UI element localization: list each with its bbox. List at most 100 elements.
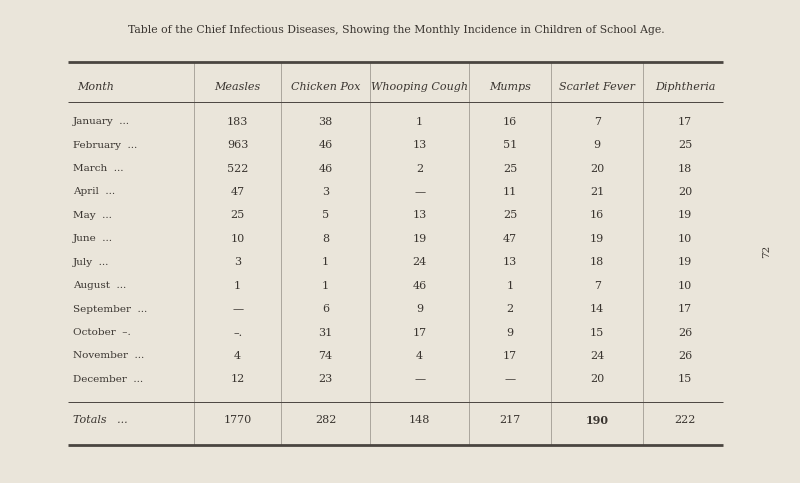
Text: 4: 4 (416, 351, 423, 361)
Text: 183: 183 (227, 117, 248, 127)
Text: 16: 16 (503, 117, 517, 127)
Text: 25: 25 (678, 140, 692, 150)
Text: 31: 31 (318, 327, 333, 338)
Text: 46: 46 (318, 140, 333, 150)
Text: 10: 10 (230, 234, 245, 244)
Text: 17: 17 (413, 327, 426, 338)
Text: 2: 2 (506, 304, 514, 314)
Text: 46: 46 (318, 164, 333, 173)
Text: 3: 3 (322, 187, 329, 197)
Text: 1: 1 (322, 281, 329, 291)
Text: Whooping Cough: Whooping Cough (371, 82, 468, 92)
Text: —: — (414, 187, 425, 197)
Text: Table of the Chief Infectious Diseases, Showing the Monthly Incidence in Childre: Table of the Chief Infectious Diseases, … (128, 25, 664, 35)
Text: 6: 6 (322, 304, 329, 314)
Text: 24: 24 (590, 351, 604, 361)
Text: 1770: 1770 (223, 415, 252, 425)
Text: 16: 16 (590, 211, 604, 220)
Text: 20: 20 (590, 164, 604, 173)
Text: 148: 148 (409, 415, 430, 425)
Text: 23: 23 (318, 374, 333, 384)
Text: 217: 217 (499, 415, 521, 425)
Text: 190: 190 (586, 415, 609, 426)
Text: 5: 5 (322, 211, 329, 220)
Text: 1: 1 (234, 281, 241, 291)
Text: 38: 38 (318, 117, 333, 127)
Text: 15: 15 (590, 327, 604, 338)
Text: 17: 17 (503, 351, 517, 361)
Text: March  ...: March ... (73, 164, 123, 173)
Text: 7: 7 (594, 281, 601, 291)
Text: 18: 18 (590, 257, 604, 267)
Text: 51: 51 (503, 140, 517, 150)
Text: Scarlet Fever: Scarlet Fever (559, 82, 635, 92)
Text: February  ...: February ... (73, 141, 137, 150)
Text: 14: 14 (590, 304, 604, 314)
Text: 17: 17 (678, 117, 692, 127)
Text: 13: 13 (413, 140, 426, 150)
Text: June  ...: June ... (73, 234, 113, 243)
Text: 7: 7 (594, 117, 601, 127)
Text: 10: 10 (678, 234, 692, 244)
Text: 47: 47 (503, 234, 517, 244)
Text: September  ...: September ... (73, 305, 147, 313)
Text: 26: 26 (678, 351, 692, 361)
Text: April  ...: April ... (73, 187, 115, 197)
Text: —: — (414, 374, 425, 384)
Text: December  ...: December ... (73, 375, 143, 384)
Text: 13: 13 (503, 257, 517, 267)
Text: January  ...: January ... (73, 117, 130, 126)
Text: 963: 963 (227, 140, 248, 150)
Text: July  ...: July ... (73, 258, 109, 267)
Text: 282: 282 (315, 415, 336, 425)
Text: 10: 10 (678, 281, 692, 291)
Text: 8: 8 (322, 234, 329, 244)
Text: 21: 21 (590, 187, 604, 197)
Text: May  ...: May ... (73, 211, 112, 220)
Text: 9: 9 (416, 304, 423, 314)
Text: 25: 25 (230, 211, 245, 220)
Text: 222: 222 (674, 415, 696, 425)
Text: 26: 26 (678, 327, 692, 338)
Text: 25: 25 (503, 211, 517, 220)
Text: 47: 47 (230, 187, 245, 197)
Text: 25: 25 (503, 164, 517, 173)
Text: 46: 46 (413, 281, 426, 291)
Text: —: — (232, 304, 243, 314)
Text: 19: 19 (678, 257, 692, 267)
Text: 18: 18 (678, 164, 692, 173)
Text: 9: 9 (506, 327, 514, 338)
Text: 72: 72 (762, 244, 771, 258)
Text: 19: 19 (678, 211, 692, 220)
Text: 13: 13 (413, 211, 426, 220)
Text: 19: 19 (413, 234, 426, 244)
Text: —: — (505, 374, 515, 384)
Text: Mumps: Mumps (489, 82, 531, 92)
Text: 11: 11 (503, 187, 517, 197)
Text: 20: 20 (590, 374, 604, 384)
Text: 522: 522 (227, 164, 248, 173)
Text: Diphtheria: Diphtheria (655, 82, 715, 92)
Text: 2: 2 (416, 164, 423, 173)
Text: 19: 19 (590, 234, 604, 244)
Text: –.: –. (233, 327, 242, 338)
Text: 74: 74 (318, 351, 333, 361)
Text: 3: 3 (234, 257, 241, 267)
Text: 1: 1 (506, 281, 514, 291)
Text: 15: 15 (678, 374, 692, 384)
Text: Month: Month (78, 82, 114, 92)
Text: 24: 24 (413, 257, 426, 267)
Text: October  –.: October –. (73, 328, 130, 337)
Text: 1: 1 (322, 257, 329, 267)
Text: November  ...: November ... (73, 352, 144, 360)
Text: 4: 4 (234, 351, 241, 361)
Text: Chicken Pox: Chicken Pox (291, 82, 360, 92)
Text: 12: 12 (230, 374, 245, 384)
Text: 9: 9 (594, 140, 601, 150)
Text: 20: 20 (678, 187, 692, 197)
Text: Totals   ...: Totals ... (73, 415, 127, 425)
Text: 1: 1 (416, 117, 423, 127)
Text: 17: 17 (678, 304, 692, 314)
Text: Measles: Measles (214, 82, 261, 92)
Text: August  ...: August ... (73, 281, 126, 290)
